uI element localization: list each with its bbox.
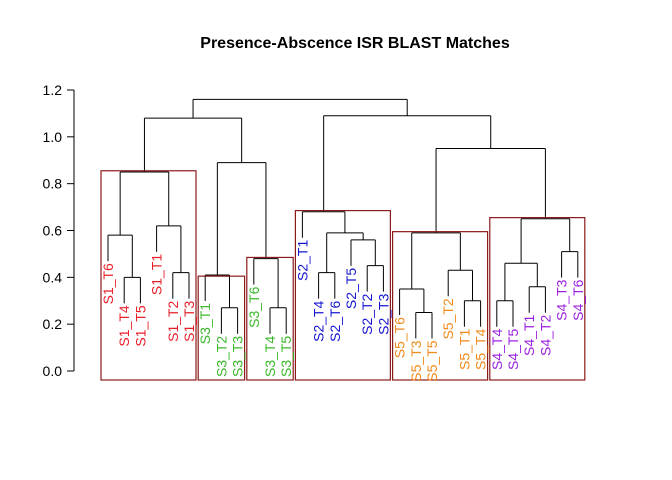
cluster-boxes — [100, 170, 586, 381]
leaf-label: S4_T5 — [505, 329, 521, 370]
y-axis: 0.0 0.2 0.4 0.6 0.8 1.0 1.2 — [43, 82, 75, 379]
cluster-box — [246, 256, 294, 381]
leaf-label: S1_T6 — [100, 263, 116, 304]
leaf-label: S4_T4 — [489, 329, 505, 370]
cluster-box — [392, 231, 489, 381]
y-tick-label: 1.0 — [43, 129, 63, 145]
leaf-label: S3_T2 — [213, 336, 229, 377]
leaf-label: S5_T1 — [456, 329, 472, 370]
leaf-label: S2_T5 — [343, 268, 359, 309]
leaf-label: S2_T4 — [311, 300, 327, 341]
cluster-box — [294, 209, 391, 381]
y-tick-label: 0.0 — [43, 363, 63, 379]
leaf-label: S2_T6 — [327, 300, 343, 341]
cluster-box — [197, 275, 246, 381]
y-tick-label: 0.6 — [43, 223, 63, 239]
leaf-label: S3_T1 — [197, 303, 213, 344]
leaf-label: S4_T6 — [570, 279, 586, 320]
leaf-label: S5_T5 — [424, 340, 440, 381]
leaf-label: S4_T2 — [537, 314, 553, 355]
leaf-label: S3_T5 — [278, 336, 294, 377]
leaf-label: S1_T4 — [116, 305, 132, 346]
leaf-label: S4_T1 — [521, 314, 537, 355]
leaf-label: S2_T1 — [294, 240, 310, 281]
leaf-label: S1_T5 — [132, 305, 148, 346]
cluster-box — [100, 170, 197, 381]
y-tick-label: 0.4 — [43, 269, 63, 285]
y-tick-label: 0.8 — [43, 176, 63, 192]
leaf-label: S5_T3 — [408, 340, 424, 381]
leaf-label: S3_T4 — [262, 336, 278, 377]
leaf-label: S5_T6 — [392, 317, 408, 358]
leaf-label: S5_T2 — [440, 298, 456, 339]
leaf-label: S1_T2 — [165, 300, 181, 341]
leaf-label: S1_T3 — [181, 300, 197, 341]
leaf-label: S4_T3 — [554, 279, 570, 320]
leaf-label: S1_T1 — [149, 254, 165, 295]
leaf-label: S3_T6 — [246, 286, 262, 327]
leaf-label: S2_T3 — [375, 293, 391, 334]
leaf-label: S2_T2 — [359, 293, 375, 334]
y-tick-label: 0.2 — [43, 316, 63, 332]
y-tick-label: 1.2 — [43, 82, 63, 98]
leaf-label: S3_T3 — [230, 336, 246, 377]
cluster-box — [489, 217, 586, 381]
chart-title: Presence-Abscence ISR BLAST Matches — [200, 35, 510, 52]
dendrogram-branches — [107, 98, 579, 339]
leaf-label: S5_T4 — [473, 329, 489, 370]
